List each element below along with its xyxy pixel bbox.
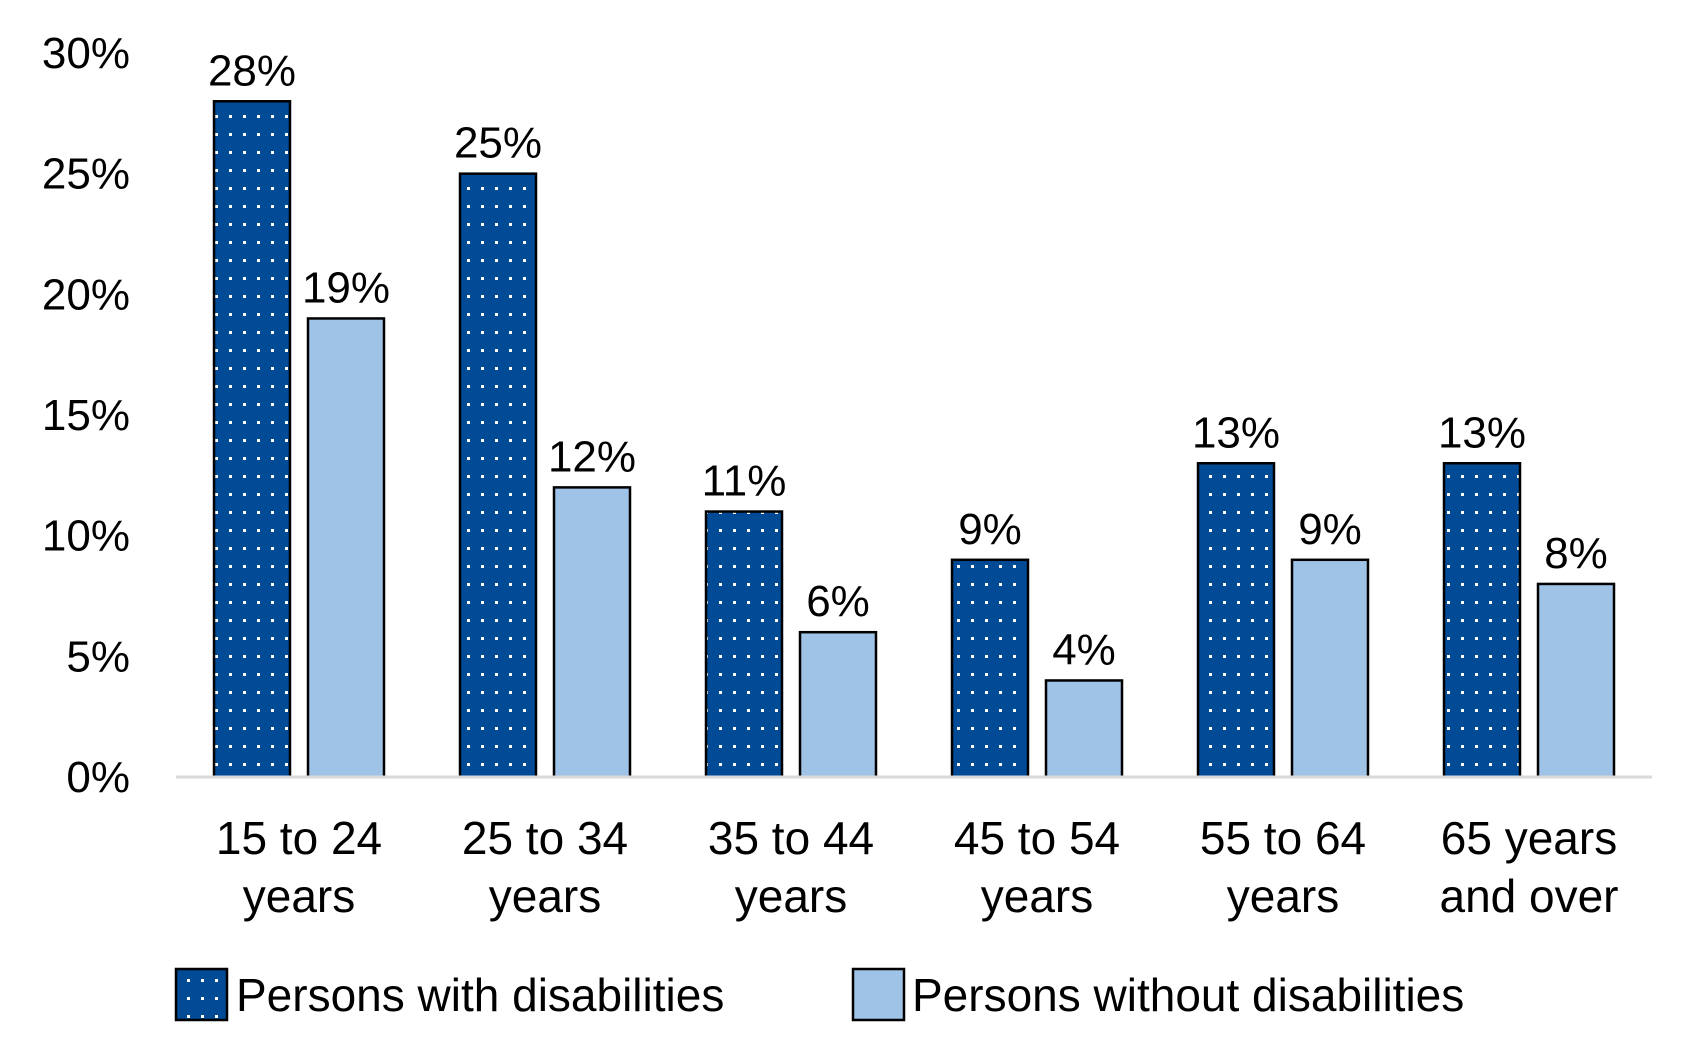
data-labels: 28% 19% 25% 12% 11% 6% 9% 4% 13% 9% 13% 8% bbox=[208, 46, 1608, 674]
x-category-label: 65 years bbox=[1441, 812, 1617, 864]
bar-without-disabilities bbox=[1536, 582, 1616, 779]
data-label: 9% bbox=[1298, 505, 1362, 554]
data-label: 4% bbox=[1052, 625, 1116, 674]
x-category-label: years bbox=[735, 870, 847, 922]
data-label: 19% bbox=[302, 263, 390, 312]
bar-with-disabilities bbox=[212, 100, 292, 779]
x-category-label: years bbox=[1227, 870, 1339, 922]
data-label: 9% bbox=[958, 505, 1022, 554]
data-label: 8% bbox=[1544, 529, 1608, 578]
data-label: 6% bbox=[806, 577, 870, 626]
bars bbox=[212, 100, 1616, 779]
y-tick-label: 20% bbox=[42, 270, 130, 319]
x-category-label: years bbox=[489, 870, 601, 922]
legend-swatch-without-disabilities bbox=[851, 967, 906, 1022]
x-category-label: years bbox=[243, 870, 355, 922]
y-tick-label: 25% bbox=[42, 150, 130, 199]
x-axis: 15 to 24 years 25 to 34 years 35 to 44 years 4… bbox=[216, 812, 1619, 922]
y-tick-label: 30% bbox=[42, 29, 130, 78]
x-category-label: 45 to 54 bbox=[954, 812, 1120, 864]
bar-without-disabilities bbox=[552, 486, 632, 779]
bar-with-disabilities bbox=[950, 558, 1030, 779]
data-label: 13% bbox=[1438, 408, 1526, 457]
y-tick-label: 0% bbox=[66, 753, 130, 802]
y-tick-label: 15% bbox=[42, 391, 130, 440]
data-label: 13% bbox=[1192, 408, 1280, 457]
bar-without-disabilities bbox=[1044, 679, 1124, 779]
legend: Persons with disabilities Persons without… bbox=[174, 967, 1464, 1022]
bar-with-disabilities bbox=[458, 172, 538, 779]
legend-label: Persons without disabilities bbox=[912, 969, 1464, 1021]
x-category-label: years bbox=[981, 870, 1093, 922]
x-category-label: 25 to 34 bbox=[462, 812, 628, 864]
data-label: 11% bbox=[702, 457, 787, 506]
data-label: 28% bbox=[208, 46, 296, 95]
data-label: 25% bbox=[454, 119, 542, 168]
y-tick-label: 5% bbox=[66, 632, 130, 681]
legend-swatch-with-disabilities bbox=[174, 967, 229, 1022]
x-category-label: 15 to 24 bbox=[216, 812, 382, 864]
legend-label: Persons with disabilities bbox=[236, 969, 724, 1021]
bar-without-disabilities bbox=[306, 317, 386, 779]
y-tick-label: 10% bbox=[42, 512, 130, 561]
data-label: 12% bbox=[548, 432, 636, 481]
bar-with-disabilities bbox=[704, 510, 784, 779]
bar-without-disabilities bbox=[1290, 558, 1370, 779]
bar-without-disabilities bbox=[798, 630, 878, 779]
x-category-label: 55 to 64 bbox=[1200, 812, 1366, 864]
x-category-label: 35 to 44 bbox=[708, 812, 874, 864]
bar-with-disabilities bbox=[1442, 462, 1522, 779]
x-category-label: and over bbox=[1439, 870, 1618, 922]
bar-with-disabilities bbox=[1196, 462, 1276, 779]
y-axis: 0% 5% 10% 15% 20% 25% 30% bbox=[42, 29, 130, 802]
